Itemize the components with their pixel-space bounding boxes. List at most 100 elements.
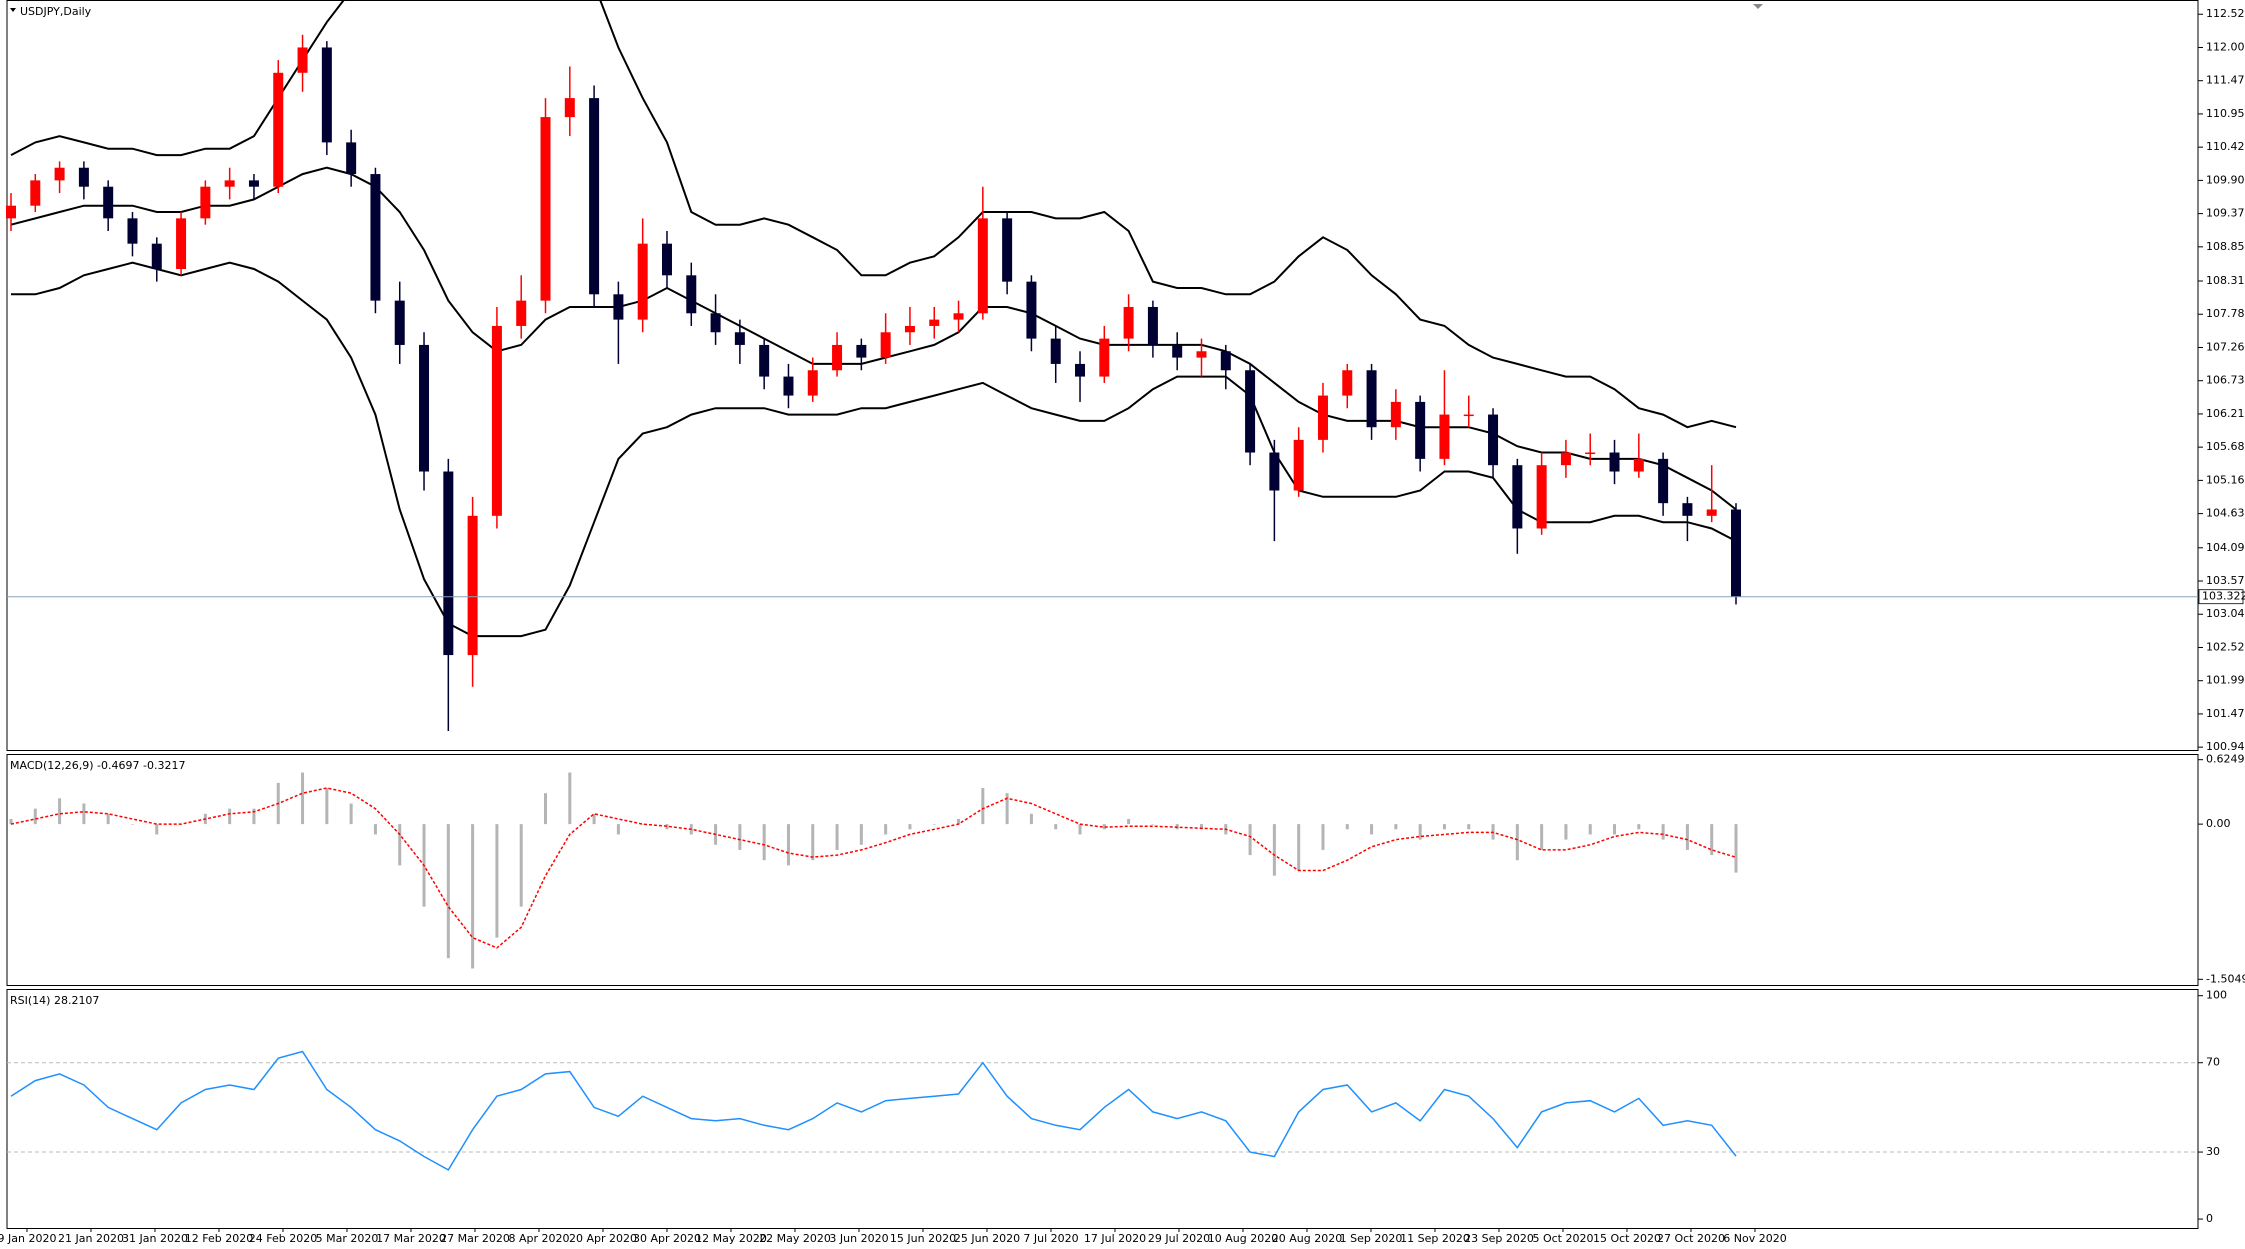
macd-bar <box>252 808 256 825</box>
y-tick-label: 108.310 <box>2206 274 2245 287</box>
macd-bar <box>932 824 936 825</box>
panel-title: RSI(14) 28.2107 <box>10 994 99 1007</box>
y-tick-label: 70 <box>2206 1056 2220 1069</box>
candle-body <box>248 180 259 187</box>
macd-bar <box>1588 824 1592 835</box>
macd-bar <box>1321 824 1325 850</box>
y-tick-label: 112.525 <box>2206 7 2245 20</box>
candle-body <box>1415 401 1426 459</box>
macd-bar <box>1540 824 1544 850</box>
y-tick-label: 105.160 <box>2206 473 2245 486</box>
macd-bar <box>1467 824 1471 830</box>
x-tick-label: 8 Apr 2020 <box>508 1232 569 1245</box>
candle-body <box>54 167 65 181</box>
y-tick-label: 0.6249 <box>2206 753 2245 766</box>
x-tick-label: 24 Feb 2020 <box>249 1232 317 1245</box>
x-tick-label: 31 Jan 2020 <box>122 1232 188 1245</box>
candle-body <box>1172 344 1183 358</box>
x-tick-label: 3 Jun 2020 <box>829 1232 888 1245</box>
x-tick-label: 12 May 2020 <box>695 1232 767 1245</box>
y-tick-label: 103.570 <box>2206 574 2245 587</box>
y-tick-label: 101.470 <box>2206 707 2245 720</box>
last-price-box <box>2198 589 2244 605</box>
macd-bar <box>957 818 961 825</box>
candle-body <box>103 186 114 219</box>
candle-body <box>1123 306 1134 339</box>
x-tick-label: 21 Jan 2020 <box>58 1232 124 1245</box>
candle-body <box>1317 395 1328 440</box>
y-tick-label: 105.685 <box>2206 440 2245 453</box>
candle-body <box>1002 218 1013 282</box>
last-price-label: 103.322 <box>2202 590 2245 603</box>
candle-body <box>1706 509 1717 516</box>
candle-body <box>977 218 988 314</box>
x-tick-label: 15 Oct 2020 <box>1593 1232 1661 1245</box>
x-tick-label: 27 Oct 2020 <box>1657 1232 1725 1245</box>
macd-bar <box>1442 824 1446 830</box>
macd-bar <box>349 803 353 825</box>
x-tick-label: 29 Jul 2020 <box>1148 1232 1210 1245</box>
macd-bar <box>1710 824 1714 856</box>
y-tick-label: 30 <box>2206 1145 2220 1158</box>
candle-body <box>783 376 794 396</box>
x-tick-label: 17 Jul 2020 <box>1084 1232 1146 1245</box>
macd-bar <box>495 824 499 938</box>
macd-panel <box>6 754 2199 986</box>
candle-body <box>734 332 745 345</box>
macd-bar <box>835 824 839 850</box>
y-tick-label: 109.375 <box>2206 207 2245 220</box>
candle-body <box>929 319 940 326</box>
macd-bar <box>1297 824 1301 871</box>
candle-body <box>637 243 648 320</box>
x-tick-label: 12 Feb 2020 <box>185 1232 253 1245</box>
bollinger-lower <box>11 261 1737 638</box>
candle-body <box>1390 401 1401 428</box>
macd-bar <box>859 824 863 845</box>
macd-bar <box>1272 824 1276 876</box>
candle-body <box>759 344 770 377</box>
macd-signal <box>10 787 1737 949</box>
macd-bar <box>398 824 402 866</box>
macd-bar <box>592 813 596 825</box>
y-tick-label: 0 <box>2206 1212 2213 1225</box>
y-tick-label: 101.995 <box>2206 674 2245 687</box>
y-tick-label: 104.095 <box>2206 541 2245 554</box>
candle-body <box>1269 452 1280 491</box>
candle-body <box>1463 414 1474 417</box>
price-panel <box>6 0 2199 751</box>
panel-title: USDJPY,Daily <box>20 5 92 18</box>
macd-bar <box>884 824 888 835</box>
macd-bar <box>228 808 232 825</box>
x-tick-label: 5 Oct 2020 <box>1532 1232 1593 1245</box>
y-tick-label: 111.475 <box>2206 74 2245 87</box>
candle-body <box>224 180 235 187</box>
macd-bar <box>665 824 669 830</box>
candle-body <box>467 515 478 656</box>
macd-bar <box>738 824 742 850</box>
x-tick-label: 27 Mar 2020 <box>440 1232 510 1245</box>
candle-body <box>1220 351 1231 371</box>
candle-body <box>661 243 672 276</box>
y-tick-label: 100.945 <box>2206 740 2245 753</box>
macd-bar <box>519 824 523 907</box>
y-tick-label: 109.900 <box>2206 173 2245 186</box>
y-tick-label: 100 <box>2206 989 2227 1002</box>
y-tick-label: 0.00 <box>2206 817 2231 830</box>
candle-body <box>613 294 624 320</box>
y-tick-label: -1.5049 <box>2206 972 2245 985</box>
macd-bar <box>446 824 450 959</box>
macd-bar <box>1637 824 1641 830</box>
x-tick-label: 20 Aug 2020 <box>1272 1232 1342 1245</box>
macd-bar <box>544 793 548 825</box>
candle-body <box>516 300 527 326</box>
y-tick-label: 110.950 <box>2206 107 2245 120</box>
macd-bar <box>33 808 37 825</box>
candle-body <box>1196 351 1207 358</box>
macd-bar <box>1127 818 1131 825</box>
rsi-line <box>10 1050 1737 1171</box>
macd-bar <box>301 772 305 825</box>
candle-body <box>1026 281 1037 339</box>
candle-body <box>1658 458 1669 504</box>
macd-bar <box>1418 824 1422 840</box>
